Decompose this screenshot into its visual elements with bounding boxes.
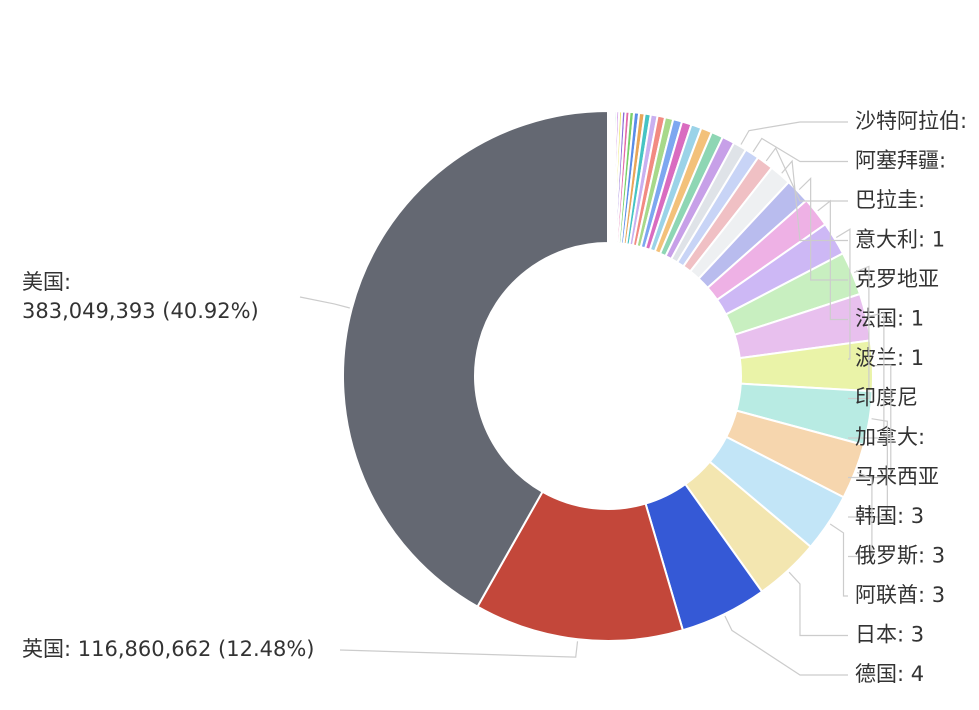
leader-line	[798, 177, 848, 281]
slice-label: 韩国: 3	[855, 504, 924, 528]
slice-label: 日本: 3	[855, 623, 924, 647]
leader-line	[848, 471, 873, 558]
leader-line	[339, 641, 579, 658]
leader-line	[788, 571, 848, 637]
leader-line	[299, 296, 350, 309]
slice-label: 阿联酋: 3	[855, 583, 945, 607]
slice-label: 俄罗斯: 3	[855, 544, 945, 568]
slice-label: 印度尼	[855, 386, 918, 410]
slice-label: 沙特阿拉伯:	[855, 109, 967, 133]
leader-line	[752, 137, 848, 163]
slice-label: 383,049,393 (40.92%)	[22, 299, 259, 323]
leader-line	[848, 265, 870, 400]
slice-label: 巴拉圭:	[855, 188, 925, 212]
leader-line	[781, 159, 848, 242]
slice-label: 克罗地亚	[855, 267, 939, 291]
leader-line	[817, 199, 848, 321]
leader-line	[829, 523, 848, 597]
slice-label: 德国: 4	[855, 662, 924, 686]
leader-line	[848, 312, 885, 439]
slice-label: 阿塞拜疆:	[855, 149, 946, 173]
leader-line	[848, 418, 888, 518]
leader-line	[724, 615, 848, 676]
slice-label: 加拿大:	[855, 425, 925, 449]
leader-line	[765, 146, 848, 202]
slice-label: 美国:	[22, 270, 71, 294]
leader-line	[835, 228, 851, 360]
slice-label: 意大利: 1	[855, 228, 945, 252]
slice-label: 英国: 116,860,662 (12.48%)	[22, 637, 314, 661]
leader-line	[740, 121, 848, 145]
slice-label: 法国: 1	[855, 307, 924, 331]
slice	[342, 109, 609, 608]
slice-label: 波兰: 1	[855, 346, 924, 370]
